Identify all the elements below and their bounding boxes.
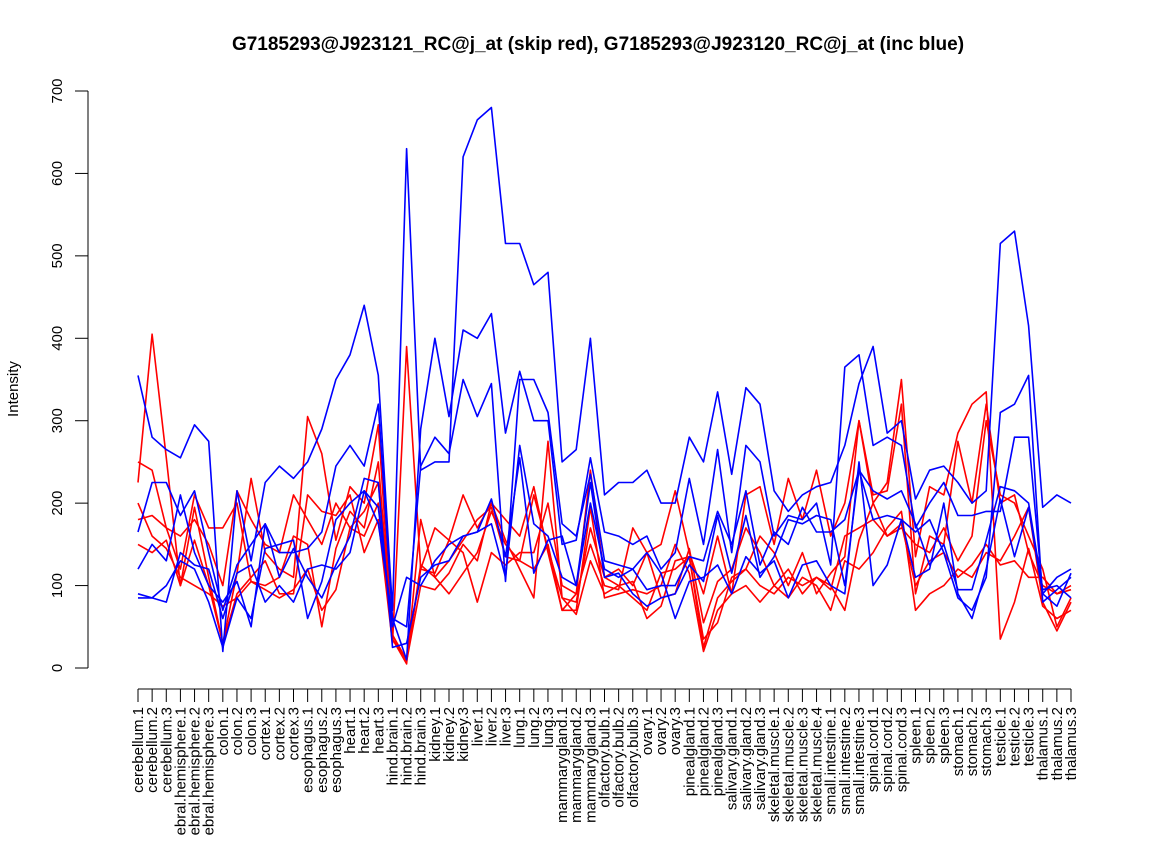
y-tick-label: 200 xyxy=(49,491,66,516)
y-tick-label: 500 xyxy=(49,243,66,268)
line-chart: G7185293@J923121_RC@j_at (skip red), G71… xyxy=(0,0,1152,864)
y-tick-label: 700 xyxy=(49,78,66,103)
y-tick-label: 300 xyxy=(49,408,66,433)
chart-title: G7185293@J923121_RC@j_at (skip red), G71… xyxy=(232,34,964,55)
y-axis-label: Intensity xyxy=(5,361,22,417)
x-axis: cerebellum.1cerebellum.2cerebellum.3ebra… xyxy=(130,689,1080,835)
y-tick-label: 400 xyxy=(49,326,66,351)
series-lines xyxy=(138,108,1071,664)
x-tick-label: thalamus.3 xyxy=(1063,707,1080,780)
y-tick-label: 600 xyxy=(49,161,66,186)
series-line-10 xyxy=(138,445,1071,647)
y-tick-label: 100 xyxy=(49,573,66,598)
series-line-3 xyxy=(138,421,1071,662)
y-tick-label: 0 xyxy=(49,664,66,672)
series-line-1 xyxy=(138,334,1071,664)
y-axis: 0 100 200 300 400 500 600 700 xyxy=(49,78,88,672)
